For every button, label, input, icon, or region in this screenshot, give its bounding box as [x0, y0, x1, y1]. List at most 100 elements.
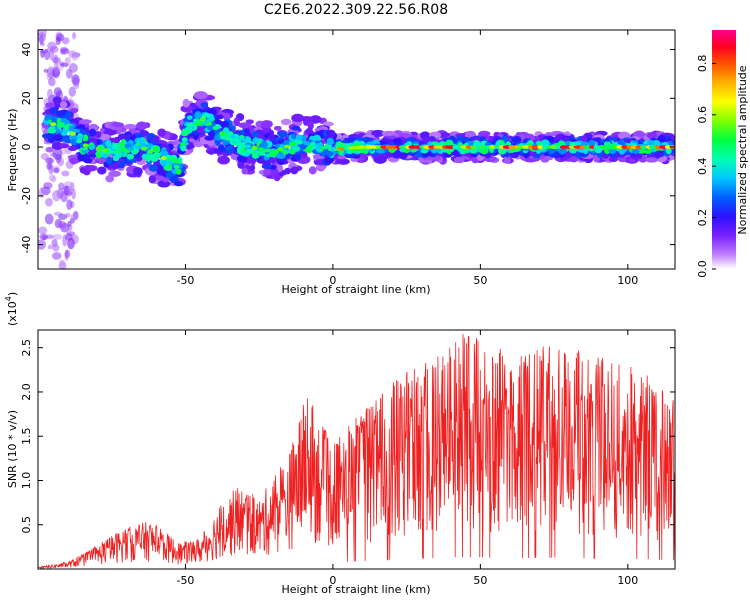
heat-cell — [59, 101, 68, 109]
heat-cell — [51, 252, 62, 260]
heat-cell — [117, 142, 125, 147]
heat-cell — [570, 141, 577, 147]
snr-xlabel: Height of straight line (km) — [281, 583, 430, 596]
heat-cell — [94, 130, 102, 139]
heat-cell — [238, 141, 245, 146]
heat-cell — [296, 134, 303, 142]
y-tick-label: 40 — [20, 43, 33, 57]
heat-cell — [478, 130, 491, 137]
heat-cell — [303, 141, 310, 146]
heat-cell — [231, 139, 238, 144]
heat-cell — [307, 144, 313, 151]
x-tick-label: 0 — [329, 274, 336, 287]
heat-cell — [44, 114, 53, 122]
heat-cell — [152, 135, 160, 143]
heat-cell — [270, 149, 277, 154]
heat-cell — [260, 120, 273, 129]
y-tick-label: 20 — [20, 91, 33, 105]
heat-cell — [61, 37, 70, 45]
heat-cell — [322, 145, 329, 150]
y-tick-label: 1.0 — [20, 472, 33, 490]
y-tick-label: 2.5 — [20, 339, 33, 357]
heat-cell — [48, 173, 56, 182]
heat-cell — [67, 154, 81, 160]
heat-cell — [52, 134, 63, 142]
heat-cell — [105, 174, 115, 183]
heat-cell — [268, 133, 276, 142]
heat-cell — [217, 155, 230, 165]
heat-cell — [63, 125, 70, 130]
heat-cell — [45, 102, 56, 109]
heat-cell — [260, 141, 268, 148]
heat-cell — [58, 182, 65, 191]
heat-cell — [241, 155, 248, 164]
heat-cell — [67, 220, 72, 227]
heat-cell — [233, 117, 240, 127]
heat-cell — [65, 188, 72, 196]
heat-cell — [175, 168, 182, 175]
heat-cell — [88, 128, 97, 137]
heat-cell — [71, 188, 76, 200]
heat-cell — [558, 147, 567, 155]
x-tick-label: 0 — [329, 574, 336, 587]
heat-cell — [194, 111, 202, 120]
y-tick-label: -40 — [20, 236, 33, 254]
heat-cell — [45, 197, 53, 207]
heat-cell — [134, 137, 142, 144]
heat-cell — [225, 136, 232, 141]
colorbar: 0.0 0.2 0.4 0.6 0.8 Normalized spectral ampl… — [696, 30, 749, 278]
heat-cell — [72, 32, 77, 40]
heat-cell — [508, 145, 517, 149]
heat-cell — [329, 147, 336, 152]
heat-cell — [392, 137, 402, 145]
y-tick-label: 0 — [20, 144, 33, 151]
heat-cell — [110, 162, 120, 170]
heat-cell — [186, 122, 193, 127]
heat-cell — [251, 145, 258, 150]
heat-cell — [452, 145, 459, 149]
heat-cell — [523, 157, 538, 163]
heat-cell — [43, 68, 49, 73]
heat-cell — [273, 125, 282, 131]
colorbar-tick-label: 0.0 — [696, 260, 709, 278]
heat-cell — [308, 166, 317, 175]
colorbar-tick-label: 0.4 — [696, 157, 709, 175]
heat-cell — [108, 149, 115, 154]
heat-cell — [48, 77, 56, 87]
x-tick-label: 50 — [473, 274, 487, 287]
heat-cell — [82, 143, 89, 148]
heat-cell — [52, 190, 61, 202]
heat-cell — [309, 115, 322, 124]
y-tick-label: 2.0 — [20, 383, 33, 401]
heat-cell — [294, 153, 302, 161]
y-tick-label: 0.5 — [20, 516, 33, 534]
y-tick-label: -20 — [20, 187, 33, 205]
heat-cell — [154, 152, 161, 157]
heat-cell — [263, 155, 269, 161]
heat-cell — [52, 148, 63, 160]
heat-cell — [59, 259, 66, 267]
heat-cell — [66, 199, 73, 211]
heat-cell — [541, 145, 549, 149]
heat-cell — [68, 63, 78, 73]
heat-cell — [55, 110, 63, 117]
heat-cell — [152, 145, 161, 154]
heat-cell — [269, 158, 277, 164]
heat-cell — [184, 129, 190, 136]
heat-cell — [251, 130, 259, 138]
heat-cell — [193, 91, 208, 100]
heat-cell — [222, 139, 229, 146]
heat-cell — [296, 140, 303, 145]
heat-cell — [173, 164, 180, 169]
heat-cell — [103, 128, 117, 136]
heat-cell — [200, 102, 209, 109]
heat-cell — [608, 157, 618, 163]
heat-cell — [217, 144, 225, 153]
heat-cell — [134, 132, 142, 138]
heat-cell — [593, 145, 601, 149]
heat-cell — [102, 153, 108, 159]
heat-cell — [59, 143, 70, 149]
heat-cell — [61, 170, 70, 177]
heat-cell — [291, 125, 301, 131]
heat-cell — [537, 145, 544, 149]
